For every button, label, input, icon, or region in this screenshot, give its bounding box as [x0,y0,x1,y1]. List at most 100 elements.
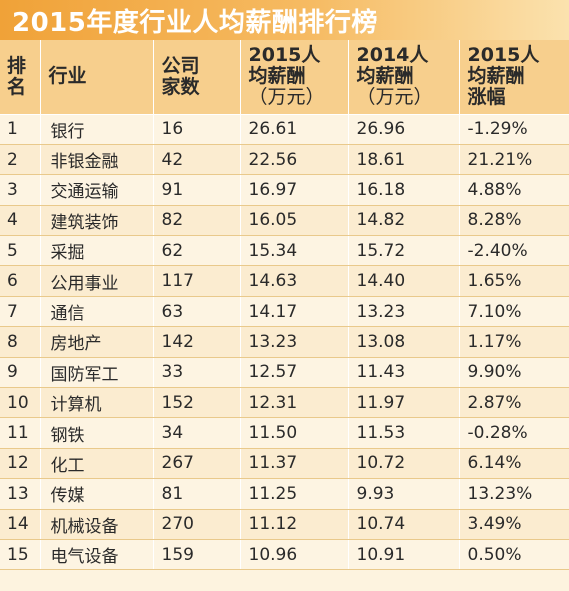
salary-2014-cell: 11.53 [348,417,460,449]
growth-cell: 6.14% [459,448,569,480]
growth-cell: 1.17% [459,326,569,358]
header-count-line2: 家数 [161,75,200,98]
rank-cell: 1 [0,114,41,145]
company-count-cell: 159 [153,539,241,571]
header-rank: 排 名 [0,40,41,115]
salary-2015-cell: 11.37 [240,448,349,480]
table-row: 6 公用事业 117 14.63 14.40 1.65% [0,265,569,297]
salary-2015-cell: 12.31 [240,387,349,419]
header-growth-line3: 涨幅 [467,86,506,109]
salary-2014-cell: 18.61 [348,144,460,176]
growth-cell: 21.21% [459,144,569,176]
company-count-cell: 34 [153,417,241,449]
growth-cell: -1.29% [459,114,569,145]
salary-2015-cell: 14.17 [240,296,349,328]
salary-2014-cell: 10.91 [348,539,460,571]
salary-2014-cell: 14.40 [348,265,460,297]
industry-cell: 电气设备 [40,539,154,571]
table-row: 1 银行 16 26.61 26.96 -1.29% [0,114,569,145]
salary-2015-cell: 11.12 [240,509,349,540]
industry-cell: 公用事业 [40,265,154,297]
header-s2014-unit: （万元） [356,86,433,109]
salary-2014-cell: 13.08 [348,326,460,358]
industry-cell: 银行 [40,114,154,145]
company-count-cell: 33 [153,357,241,389]
growth-cell: 8.28% [459,205,569,237]
company-count-cell: 117 [153,265,241,297]
salary-2015-cell: 16.05 [240,205,349,237]
salary-2014-cell: 14.82 [348,205,460,237]
header-salary-2014: 2014人 均薪酬 （万元） [348,40,460,115]
table-row: 15 电气设备 159 10.96 10.91 0.50% [0,539,569,571]
salary-2015-cell: 22.56 [240,144,349,176]
salary-2015-cell: 13.23 [240,326,349,358]
table-row: 8 房地产 142 13.23 13.08 1.17% [0,326,569,358]
industry-cell: 房地产 [40,326,154,358]
rank-cell: 13 [0,478,41,510]
salary-2014-cell: 15.72 [348,235,460,267]
company-count-cell: 81 [153,478,241,510]
salary-2014-cell: 9.93 [348,478,460,510]
header-count-line1: 公司 [161,54,200,77]
rank-cell: 11 [0,417,41,449]
company-count-cell: 152 [153,387,241,419]
salary-2015-cell: 16.97 [240,174,349,206]
growth-cell: 4.88% [459,174,569,206]
company-count-cell: 270 [153,509,241,540]
table-row: 9 国防军工 33 12.57 11.43 9.90% [0,357,569,389]
growth-cell: 3.49% [459,509,569,540]
industry-cell: 采掘 [40,235,154,267]
header-industry: 行业 [40,40,154,115]
header-growth-line2: 均薪酬 [467,65,525,88]
rank-cell: 2 [0,144,41,176]
salary-2014-cell: 11.97 [348,387,460,419]
salary-ranking-table: 排 名 行业 公司 家数 2015人 均薪酬 （万元） 2014人 均薪酬 [0,40,569,571]
salary-2014-cell: 10.74 [348,509,460,540]
company-count-cell: 142 [153,326,241,358]
growth-cell: 9.90% [459,357,569,389]
header-growth: 2015人 均薪酬 涨幅 [459,40,569,115]
rank-cell: 7 [0,296,41,328]
table-row: 10 计算机 152 12.31 11.97 2.87% [0,387,569,419]
header-s2014-line1: 2014人 [356,44,429,67]
company-count-cell: 16 [153,114,241,145]
header-s2015-line2: 均薪酬 [248,65,306,88]
page-title: 2015年度行业人均薪酬排行榜 [12,7,378,38]
salary-2014-cell: 26.96 [348,114,460,145]
industry-cell: 国防军工 [40,357,154,389]
industry-cell: 非银金融 [40,144,154,176]
header-s2015-line1: 2015人 [248,44,321,67]
industry-cell: 化工 [40,448,154,480]
industry-cell: 交通运输 [40,174,154,206]
salary-2015-cell: 12.57 [240,357,349,389]
salary-2014-cell: 11.43 [348,357,460,389]
rank-cell: 8 [0,326,41,358]
salary-2015-cell: 15.34 [240,235,349,267]
header-rank-line1: 排 [7,54,27,77]
table-row: 4 建筑装饰 82 16.05 14.82 8.28% [0,205,569,237]
table-row: 14 机械设备 270 11.12 10.74 3.49% [0,509,569,540]
table-row: 5 采掘 62 15.34 15.72 -2.40% [0,235,569,267]
table-row: 7 通信 63 14.17 13.23 7.10% [0,296,569,328]
rank-cell: 14 [0,509,41,540]
rank-cell: 10 [0,387,41,419]
table-row: 11 钢铁 34 11.50 11.53 -0.28% [0,417,569,449]
salary-2015-cell: 11.50 [240,417,349,449]
growth-cell: 1.65% [459,265,569,297]
industry-cell: 计算机 [40,387,154,419]
growth-cell: 2.87% [459,387,569,419]
rank-cell: 3 [0,174,41,206]
salary-2014-cell: 13.23 [348,296,460,328]
header-rank-line2: 名 [7,75,27,98]
table-row: 2 非银金融 42 22.56 18.61 21.21% [0,144,569,176]
growth-cell: -0.28% [459,417,569,449]
header-s2015-unit: （万元） [248,86,325,109]
company-count-cell: 42 [153,144,241,176]
industry-cell: 建筑装饰 [40,205,154,237]
salary-2014-cell: 16.18 [348,174,460,206]
header-industry-label: 行业 [48,65,87,88]
rank-cell: 15 [0,539,41,571]
salary-2015-cell: 14.63 [240,265,349,297]
company-count-cell: 267 [153,448,241,480]
